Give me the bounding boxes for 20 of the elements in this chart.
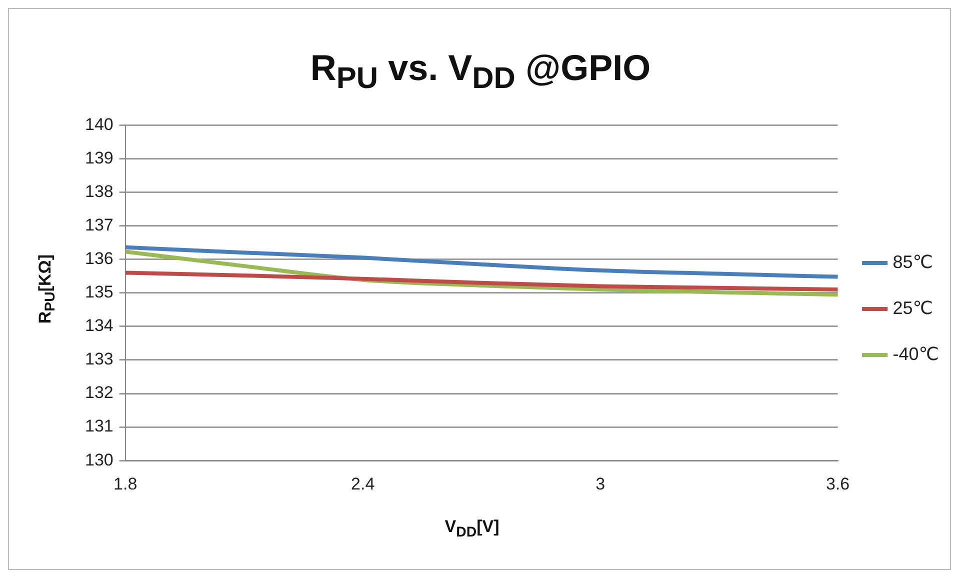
legend-label: 25℃ xyxy=(892,298,934,318)
y-tick-label: 140 xyxy=(84,114,114,134)
y-tick-label: 135 xyxy=(84,282,114,302)
y-tick-label: 132 xyxy=(84,383,114,402)
x-axis-title: V$_{DD}$[V] xyxy=(444,517,500,540)
y-tick-label: 130 xyxy=(84,450,114,470)
chart-title: R$_{PU}$ vs. V$_{DD}$ @GPIO xyxy=(309,47,652,96)
y-tick-label: 136 xyxy=(84,249,114,268)
legend-label: -40℃ xyxy=(892,344,940,364)
y-tick-label: 133 xyxy=(84,350,114,369)
x-tick-label: 3.6 xyxy=(826,474,850,494)
y-tick-label: 139 xyxy=(84,148,114,168)
x-tick-label: 2.4 xyxy=(351,474,375,494)
x-tick-label: 3 xyxy=(596,474,606,494)
legend-label: 85℃ xyxy=(892,252,934,272)
y-tick-label: 137 xyxy=(84,216,114,235)
y-tick-label: 138 xyxy=(84,182,114,201)
x-tick-label: 1.8 xyxy=(114,474,138,494)
y-tick-label: 131 xyxy=(84,416,114,436)
y-tick-label: 134 xyxy=(84,316,114,336)
